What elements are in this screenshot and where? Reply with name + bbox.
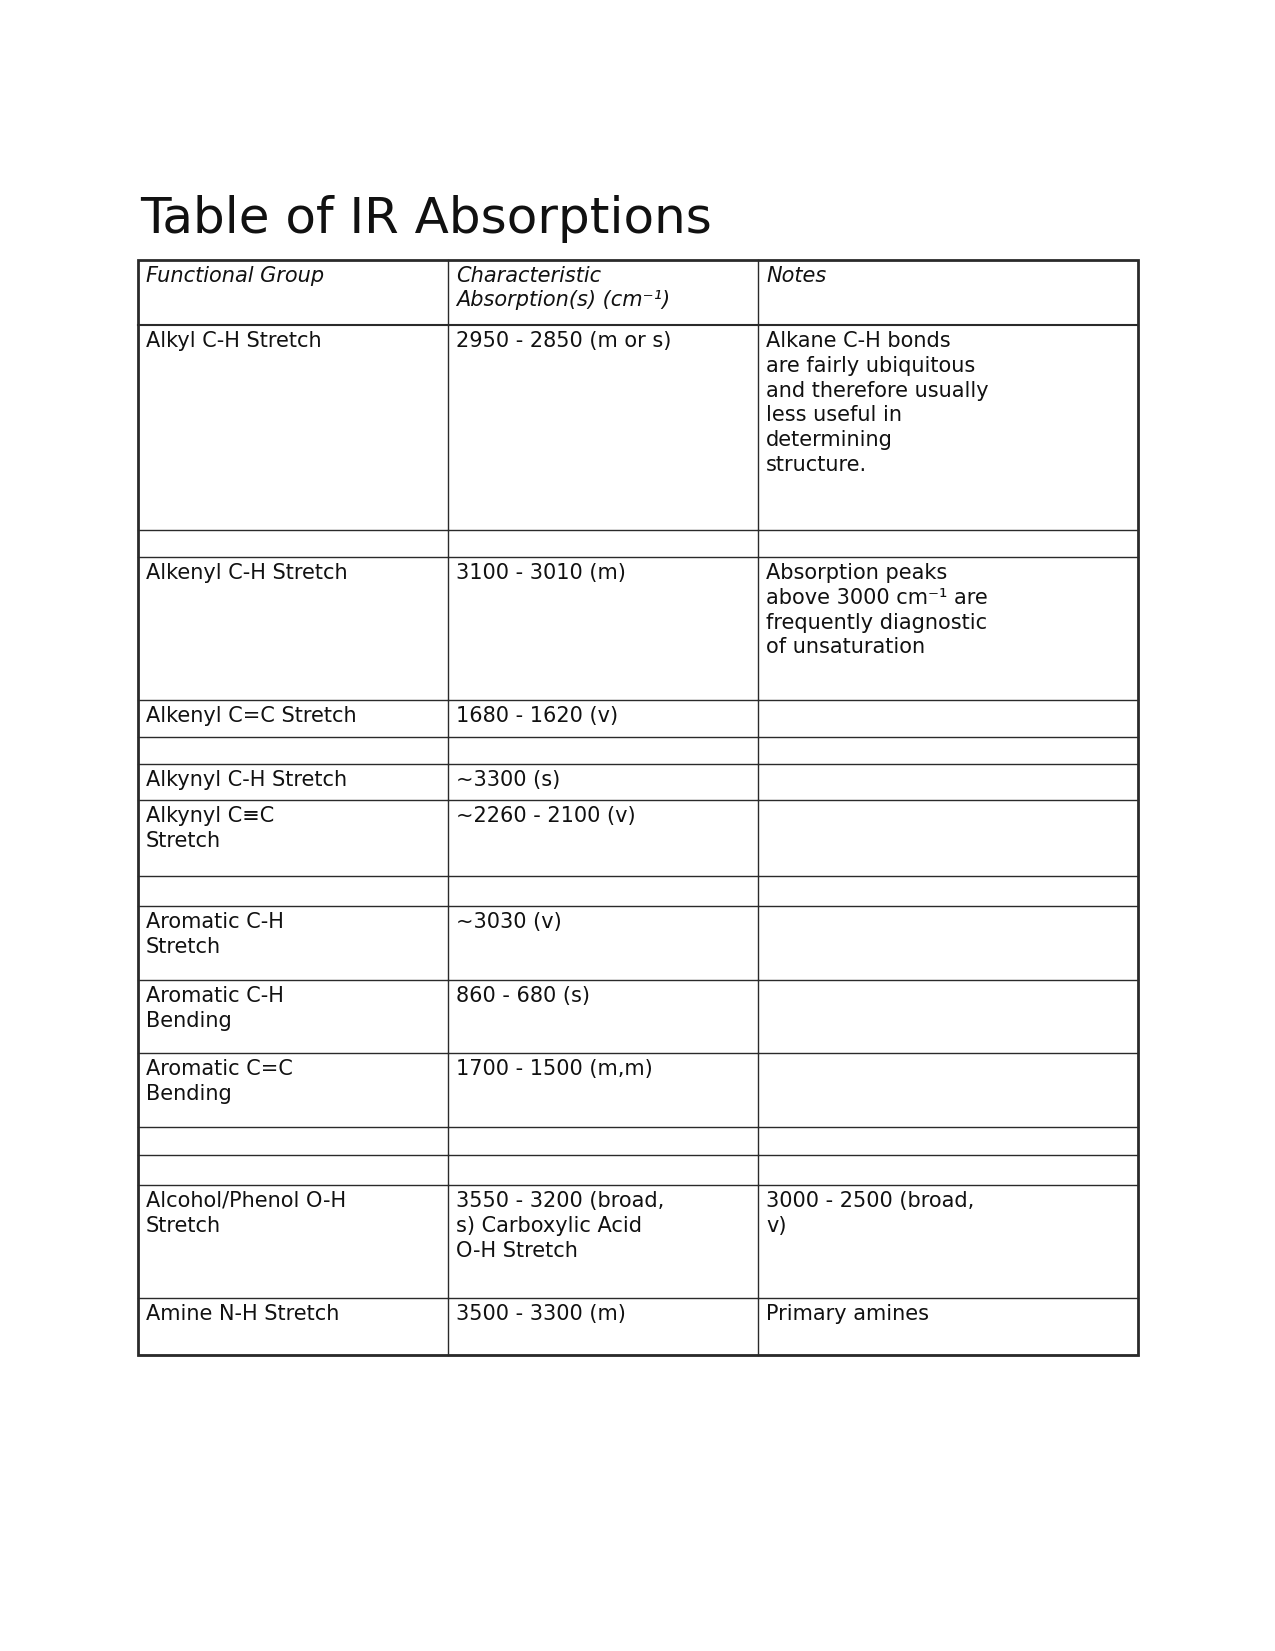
Text: Alkane C-H bonds
are fairly ubiquitous
and therefore usually
less useful in
dete: Alkane C-H bonds are fairly ubiquitous a… bbox=[766, 330, 988, 475]
Text: 3500 - 3300 (m): 3500 - 3300 (m) bbox=[456, 1304, 626, 1324]
Text: 1700 - 1500 (m,m): 1700 - 1500 (m,m) bbox=[456, 1058, 653, 1080]
Text: Notes: Notes bbox=[766, 266, 826, 286]
Text: ~3300 (s): ~3300 (s) bbox=[456, 769, 560, 789]
Text: ~2260 - 2100 (v): ~2260 - 2100 (v) bbox=[456, 806, 636, 826]
Text: Alkyl C-H Stretch: Alkyl C-H Stretch bbox=[147, 330, 321, 352]
Text: 3000 - 2500 (broad,
v): 3000 - 2500 (broad, v) bbox=[766, 1190, 974, 1237]
Text: ~3030 (v): ~3030 (v) bbox=[456, 911, 562, 933]
Text: Aromatic C-H
Bending: Aromatic C-H Bending bbox=[147, 986, 284, 1030]
Text: Aromatic C-H
Stretch: Aromatic C-H Stretch bbox=[147, 911, 284, 958]
Bar bbox=[138, 259, 1139, 1355]
Text: 3550 - 3200 (broad,
s) Carboxylic Acid
O-H Stretch: 3550 - 3200 (broad, s) Carboxylic Acid O… bbox=[456, 1190, 664, 1261]
Text: 2950 - 2850 (m or s): 2950 - 2850 (m or s) bbox=[456, 330, 672, 352]
Text: 860 - 680 (s): 860 - 680 (s) bbox=[456, 986, 590, 1005]
Text: Characteristic
Absorption(s) (cm⁻¹): Characteristic Absorption(s) (cm⁻¹) bbox=[456, 266, 671, 310]
Text: Alkynyl C-H Stretch: Alkynyl C-H Stretch bbox=[147, 769, 347, 789]
Text: Alkenyl C=C Stretch: Alkenyl C=C Stretch bbox=[147, 707, 357, 726]
Text: 1680 - 1620 (v): 1680 - 1620 (v) bbox=[456, 707, 618, 726]
Text: Aromatic C=C
Bending: Aromatic C=C Bending bbox=[147, 1058, 293, 1105]
Text: Table of IR Absorptions: Table of IR Absorptions bbox=[140, 195, 711, 243]
Text: Absorption peaks
above 3000 cm⁻¹ are
frequently diagnostic
of unsaturation: Absorption peaks above 3000 cm⁻¹ are fre… bbox=[766, 563, 988, 657]
Text: Primary amines: Primary amines bbox=[766, 1304, 929, 1324]
Text: Functional Group: Functional Group bbox=[147, 266, 324, 286]
Text: Amine N-H Stretch: Amine N-H Stretch bbox=[147, 1304, 339, 1324]
Text: Alcohol/Phenol O-H
Stretch: Alcohol/Phenol O-H Stretch bbox=[147, 1190, 346, 1237]
Text: 3100 - 3010 (m): 3100 - 3010 (m) bbox=[456, 563, 626, 583]
Text: Alkynyl C≡C
Stretch: Alkynyl C≡C Stretch bbox=[147, 806, 274, 850]
Text: Alkenyl C-H Stretch: Alkenyl C-H Stretch bbox=[147, 563, 348, 583]
